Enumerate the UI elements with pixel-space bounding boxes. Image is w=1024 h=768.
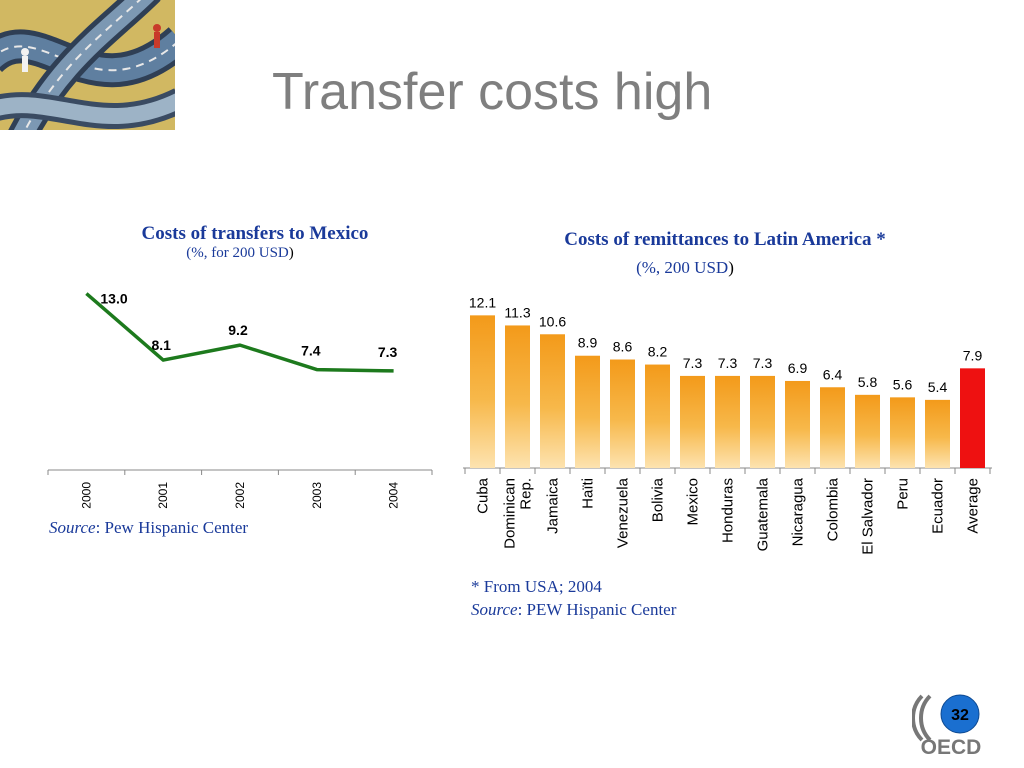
x-tick-label: 2003 (310, 482, 324, 509)
left-chart-subtitle-text: (%, for 200 USD (186, 245, 289, 261)
bar (750, 375, 775, 468)
data-label: 8.2 (648, 344, 668, 360)
page-number: 32 (951, 707, 969, 724)
right-chart-subtitle-text: (%, 200 USD (636, 258, 729, 277)
bar (505, 325, 530, 468)
oecd-logo: 32 OECD (912, 694, 982, 758)
x-tick-label: Bolivia (650, 477, 667, 522)
decorative-road-image (0, 0, 175, 130)
data-label: 7.3 (378, 344, 398, 360)
slide-title: Transfer costs high (272, 63, 713, 121)
data-label: 5.8 (858, 374, 878, 390)
data-label: 6.9 (788, 360, 808, 376)
x-tick-label: Colombia (825, 477, 842, 541)
bar (925, 399, 950, 468)
left-chart-subtitle-paren: ) (288, 245, 294, 261)
bar (680, 375, 705, 468)
x-tick-label: 2004 (387, 482, 401, 509)
right-source-label: Source (471, 600, 518, 619)
x-tick-label: Ecuador (930, 478, 947, 534)
left-source-label: Source (49, 518, 96, 537)
x-tick-label: Jamaica (545, 477, 562, 534)
bar (960, 368, 985, 468)
x-tick-label: Average (965, 478, 982, 534)
line-chart: 13.0 2000 8.1 2001 9.2 2002 7.4 2003 7.3 2004 (47, 291, 433, 509)
data-label: 12.1 (469, 294, 496, 310)
data-label: 7.3 (683, 355, 703, 371)
bar-chart: 12.1 Cuba 11.3 Dominican Rep. 10.6 Jamaica 8.9 H… (463, 294, 992, 555)
x-tick-label: Venezuela (615, 477, 632, 548)
x-tick-label: Dominican (502, 478, 519, 549)
right-chart-source: Source: PEW Hispanic Center (471, 600, 676, 620)
x-tick-label: 2000 (79, 482, 93, 509)
bar (645, 364, 670, 468)
left-chart-title: Costs of transfers to Mexico (141, 223, 369, 244)
x-tick-label: Nicaragua (790, 477, 807, 546)
series-line (85, 292, 394, 373)
data-label: 7.3 (753, 355, 773, 371)
x-tick-label: 2002 (233, 482, 247, 509)
bar (610, 359, 635, 468)
bar (785, 380, 810, 468)
x-tick-label: Mexico (685, 478, 702, 526)
x-tick-label: 2001 (156, 482, 170, 509)
data-label: 10.6 (539, 313, 566, 329)
data-label: 9.2 (228, 322, 248, 338)
data-label: 7.9 (963, 347, 983, 363)
page-number-badge (940, 694, 980, 734)
data-label: 13.0 (100, 291, 127, 307)
x-tick-label: Peru (895, 478, 912, 510)
bar (855, 394, 880, 468)
left-chart-subtitle: (%, for 200 USD) (90, 245, 390, 262)
oecd-wordmark: OECD (921, 736, 982, 758)
data-label: 5.6 (893, 376, 913, 392)
left-source-text: : Pew Hispanic Center (95, 518, 249, 537)
x-tick-label: Guatemala (755, 477, 772, 551)
data-label: 8.9 (578, 335, 598, 351)
data-label: 8.1 (151, 337, 171, 353)
x-tick-label: Honduras (720, 478, 737, 543)
data-label: 6.4 (823, 366, 843, 382)
data-label: 7.3 (718, 355, 738, 371)
x-tick-label: El Salvador (860, 478, 877, 555)
right-source-text: : PEW Hispanic Center (517, 600, 677, 619)
x-tick-label: Rep. (518, 478, 535, 510)
data-label: 7.4 (301, 343, 321, 359)
data-label: 8.6 (613, 339, 633, 355)
bar (820, 387, 845, 468)
right-chart-subtitle: (%, 200 USD) (560, 258, 810, 278)
bar (575, 355, 600, 468)
x-tick-label: Haïti (580, 478, 597, 509)
bar (470, 315, 495, 468)
bar (715, 375, 740, 468)
bar (890, 397, 915, 468)
right-chart-title: Costs of remittances to Latin America * (564, 229, 886, 250)
data-label: 11.3 (504, 304, 530, 320)
x-tick-label: Cuba (475, 477, 492, 514)
bar (540, 334, 565, 468)
left-chart-source: Source: Pew Hispanic Center (49, 518, 248, 538)
data-label: 5.4 (928, 379, 948, 395)
right-chart-subtitle-paren: ) (728, 258, 734, 277)
right-chart-footnote: * From USA; 2004 (471, 577, 602, 596)
